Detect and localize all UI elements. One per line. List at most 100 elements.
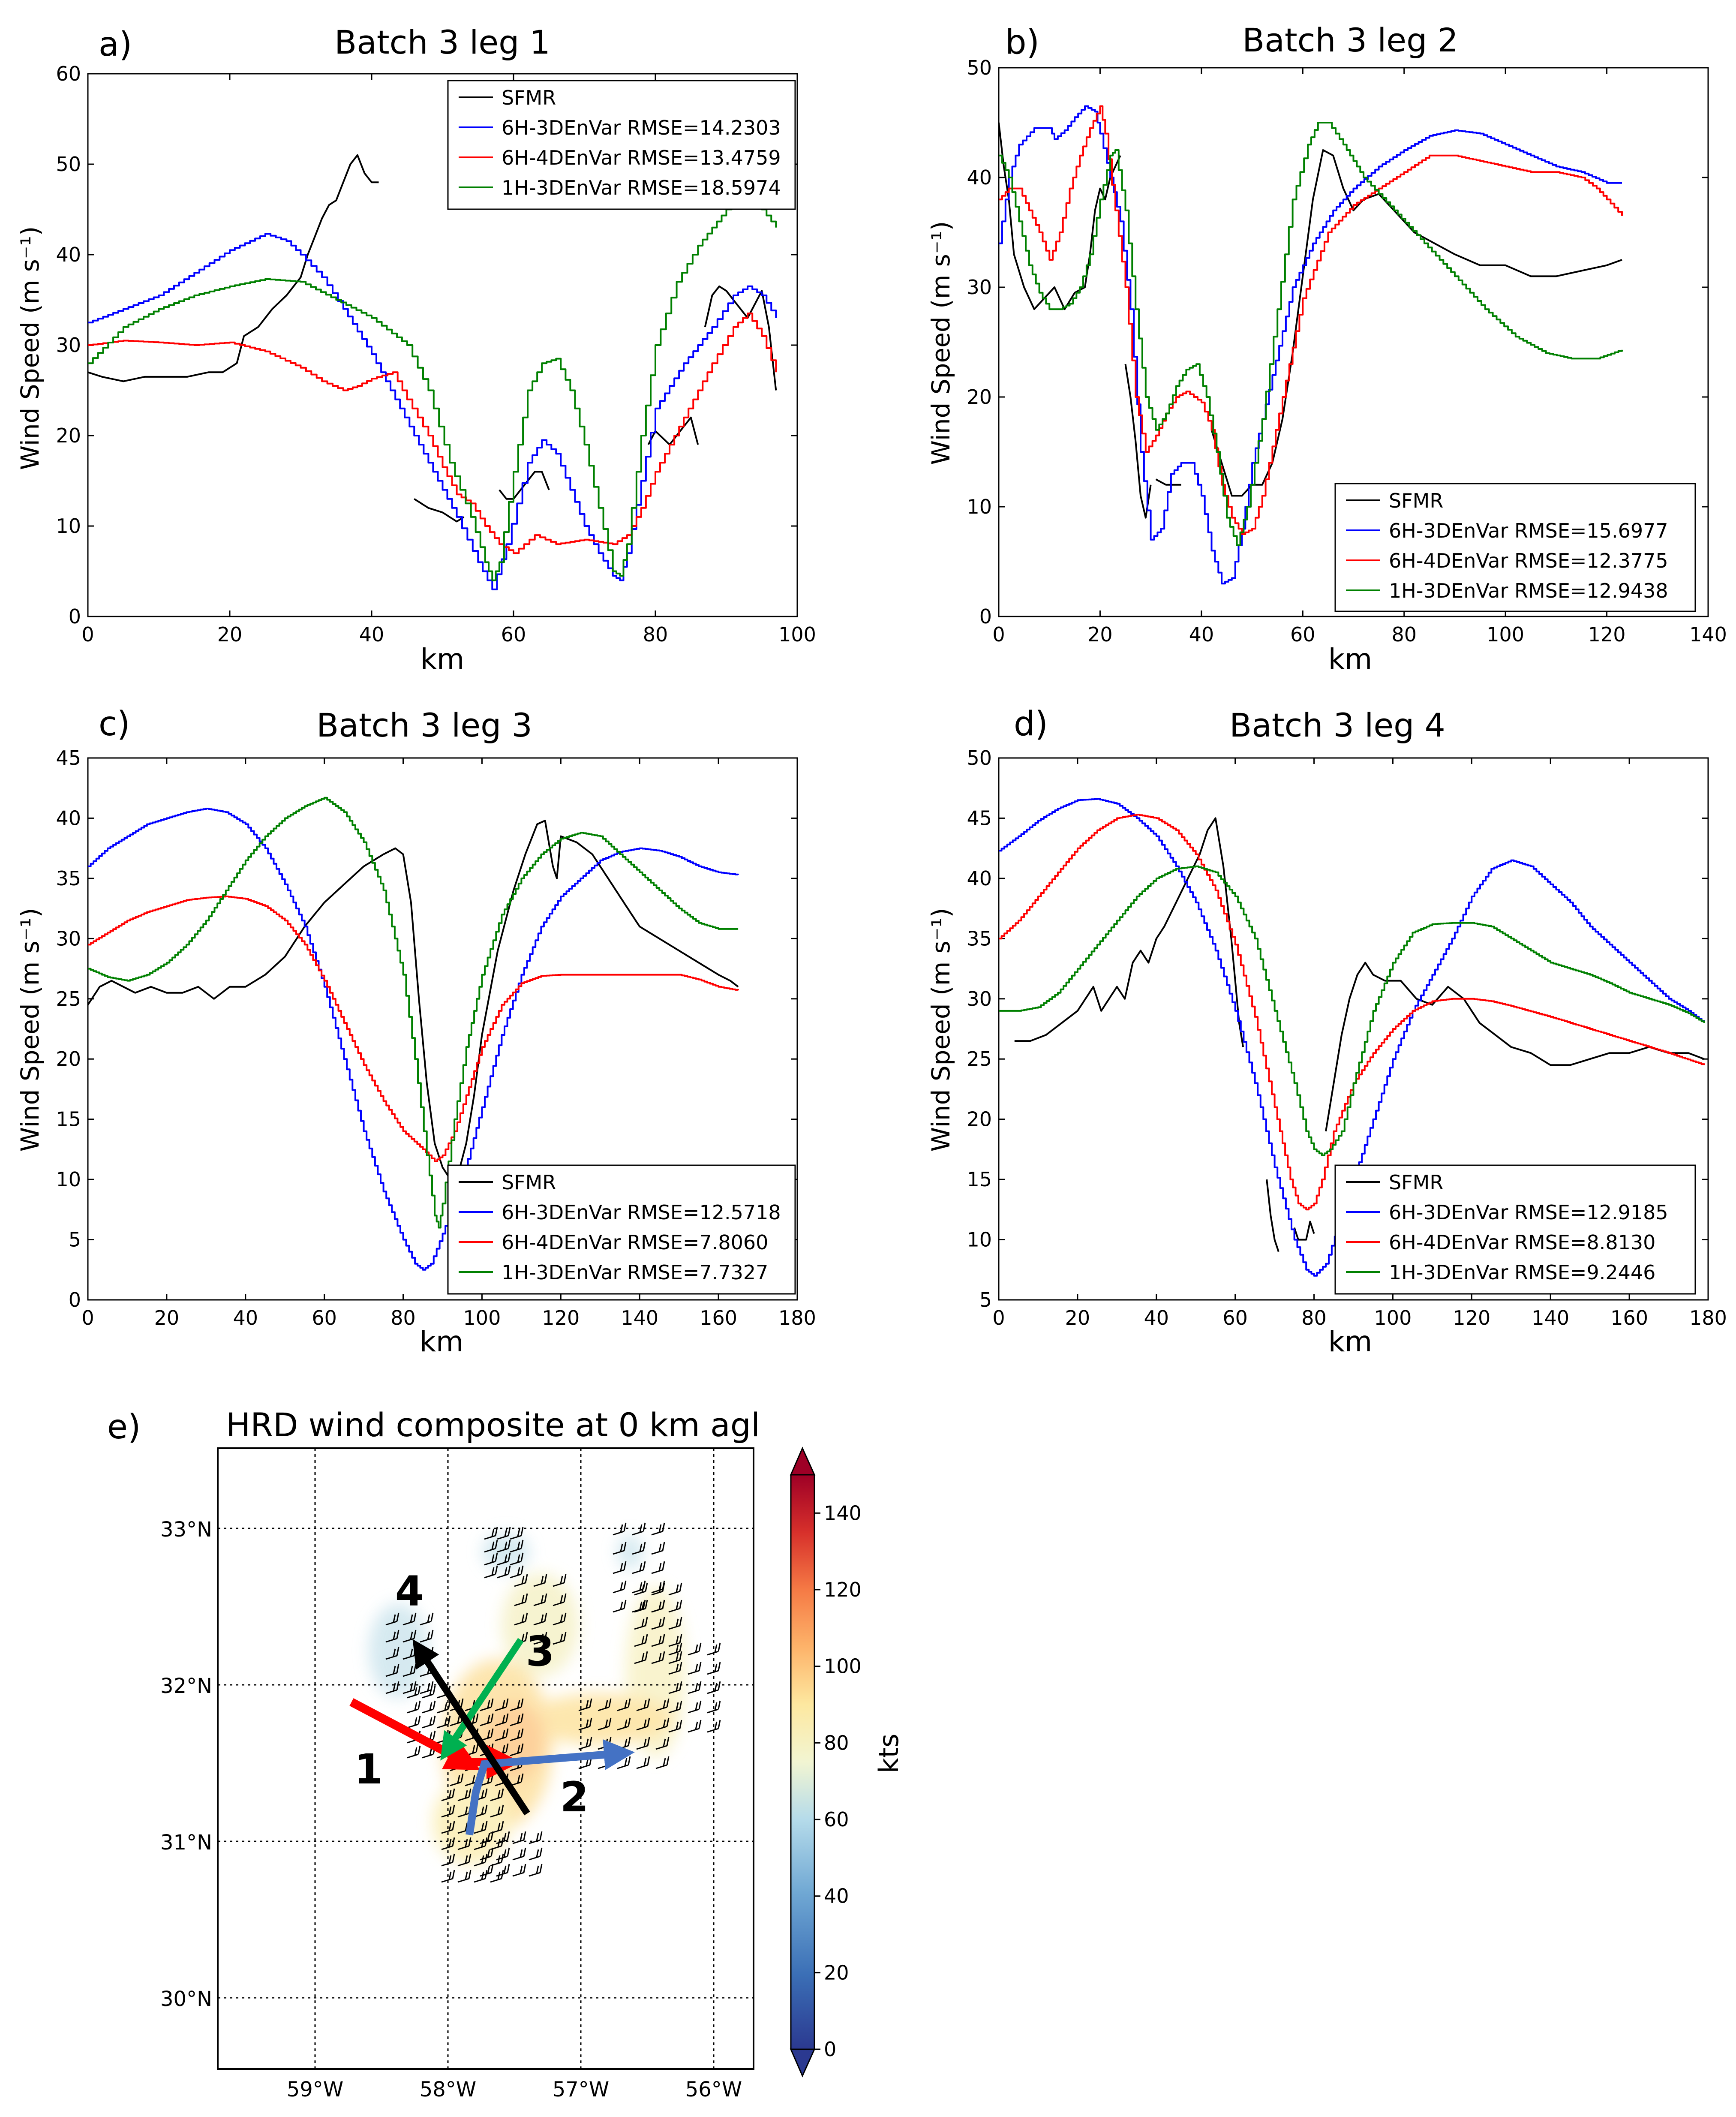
y-tick-label: 20 (967, 385, 992, 409)
series-line-sfmr (414, 498, 465, 523)
panel-b-xlabel: km (1328, 643, 1373, 676)
panel-b-title: Batch 3 leg 2 (1242, 21, 1458, 59)
wind-barb (613, 1522, 627, 1536)
x-tick-label: 120 (1453, 1306, 1490, 1329)
wind-barb (668, 1582, 682, 1596)
y-tick-label: 50 (56, 153, 81, 176)
wind-barb (407, 1745, 421, 1759)
panel-d-legend: SFMR 6H-3DEnVar RMSE=12.9185 6H-4DEnVar … (1334, 1164, 1696, 1295)
wind-barb (437, 1700, 451, 1714)
x-tick-label: 20 (154, 1306, 180, 1329)
wind-barb (496, 1864, 510, 1877)
wind-barb (385, 1681, 399, 1694)
wind-barb (497, 1565, 511, 1579)
wind-barb (668, 1634, 682, 1647)
lon-label-59w: 59°W (287, 2078, 344, 2102)
panel-a-ylabel: Wind Speed (m s⁻¹) (15, 226, 45, 470)
wind-barb (510, 1527, 524, 1540)
wind-barb (707, 1642, 721, 1656)
panel-d-legend-1h3d: 1H-3DEnVar RMSE=9.2446 (1389, 1261, 1655, 1284)
colorbar-label: kts (873, 1734, 904, 1774)
wind-barb (688, 1662, 702, 1675)
wind-barb (529, 1847, 543, 1861)
x-tick-label: 100 (778, 623, 816, 646)
series-line-sfmr (87, 154, 379, 382)
series-line-sfmr (704, 285, 777, 391)
wind-barb (407, 1715, 421, 1729)
panel-b-legend-6h3d: 6H-3DEnVar RMSE=15.6977 (1389, 519, 1668, 542)
wind-barb (385, 1664, 399, 1677)
wind-barb (553, 1574, 567, 1587)
wind-barb (668, 1662, 682, 1675)
panel-b-ylabel: Wind Speed (m s⁻¹) (926, 221, 955, 465)
y-tick-label: 0 (69, 1288, 81, 1311)
wind-barb (636, 1737, 650, 1750)
series-line-sfmr (1325, 962, 1705, 1132)
panel-c-title: Batch 3 leg 3 (316, 706, 532, 744)
panel-b-letter: b) (1005, 23, 1039, 62)
y-tick-label: 15 (967, 1168, 992, 1191)
y-tick-label: 5 (69, 1228, 81, 1251)
panel-a-legend-6h4d: 6H-4DEnVar RMSE=13.4759 (502, 146, 781, 169)
lon-label-57w: 57°W (553, 2078, 610, 2102)
colorbar-tick-label: 0 (824, 2038, 836, 2061)
wind-barb (636, 1698, 650, 1711)
series-line-6h3d (999, 105, 1622, 585)
wind-barb (651, 1542, 665, 1555)
x-tick-label: 80 (1301, 1306, 1327, 1329)
wind-barb (613, 1542, 627, 1555)
wind-barb (385, 1630, 399, 1643)
wind-barb (420, 1612, 434, 1626)
y-tick-label: 40 (967, 867, 992, 890)
wind-barb (422, 1685, 436, 1699)
wind-barb (651, 1522, 665, 1536)
panel-c-letter: c) (99, 705, 130, 743)
wind-barb (496, 1831, 510, 1844)
leg-2-label: 2 (560, 1773, 589, 1821)
wind-barb (514, 1574, 528, 1587)
wind-barb (632, 1561, 646, 1574)
wind-barb (636, 1717, 650, 1731)
wind-barb (651, 1582, 665, 1596)
x-tick-label: 100 (1374, 1306, 1412, 1329)
colorbar-ticks: 0 20 40 60 80 100 120 140 (814, 1501, 862, 2061)
x-tick-label: 0 (81, 623, 94, 646)
wind-barb (402, 1612, 417, 1626)
wind-barb (484, 1540, 498, 1553)
series-line-1h3d (999, 865, 1705, 1156)
x-tick-label: 140 (621, 1306, 658, 1329)
y-tick-label: 45 (56, 746, 81, 770)
x-tick-label: 180 (778, 1306, 816, 1329)
x-tick-label: 0 (992, 1306, 1005, 1329)
wind-barb (553, 1632, 567, 1645)
x-tick-label: 20 (1065, 1306, 1090, 1329)
panel-a-xlabel: km (420, 643, 465, 676)
panel-d-legend-6h3d: 6H-3DEnVar RMSE=12.9185 (1389, 1201, 1668, 1224)
series-line-1h3d (999, 122, 1623, 546)
graticule (218, 1448, 754, 2069)
wind-barb (655, 1737, 670, 1750)
wind-barb (441, 1788, 455, 1801)
panel-a-legend-1h3d: 1H-3DEnVar RMSE=18.5974 (502, 176, 781, 199)
series-line-1h3d (88, 797, 739, 1229)
wind-barb (617, 1698, 631, 1711)
series-line-6h4d (88, 896, 739, 1162)
wind-barb (655, 1756, 670, 1769)
y-tick-label: 5 (979, 1288, 992, 1311)
colorbar-tick-label: 120 (824, 1578, 862, 1601)
series-line-sfmr (1266, 1179, 1279, 1252)
y-tick-label: 0 (69, 605, 81, 628)
wind-barb (457, 1870, 472, 1883)
wind-barb (632, 1522, 646, 1536)
series-line-6h4d (999, 814, 1705, 1211)
series-line-1h3d (88, 204, 777, 581)
leg-2-arrow (466, 1739, 635, 1836)
wind-barb (385, 1612, 399, 1626)
series-line-sfmr (1014, 817, 1244, 1047)
y-tick-label: 20 (56, 1047, 81, 1071)
panel-a-legend: SFMR 6H-3DEnVar RMSE=14.2303 6H-4DEnVar … (447, 80, 796, 210)
y-tick-label: 50 (967, 746, 992, 770)
wind-barb (497, 1552, 511, 1566)
wind-barb (533, 1574, 547, 1587)
